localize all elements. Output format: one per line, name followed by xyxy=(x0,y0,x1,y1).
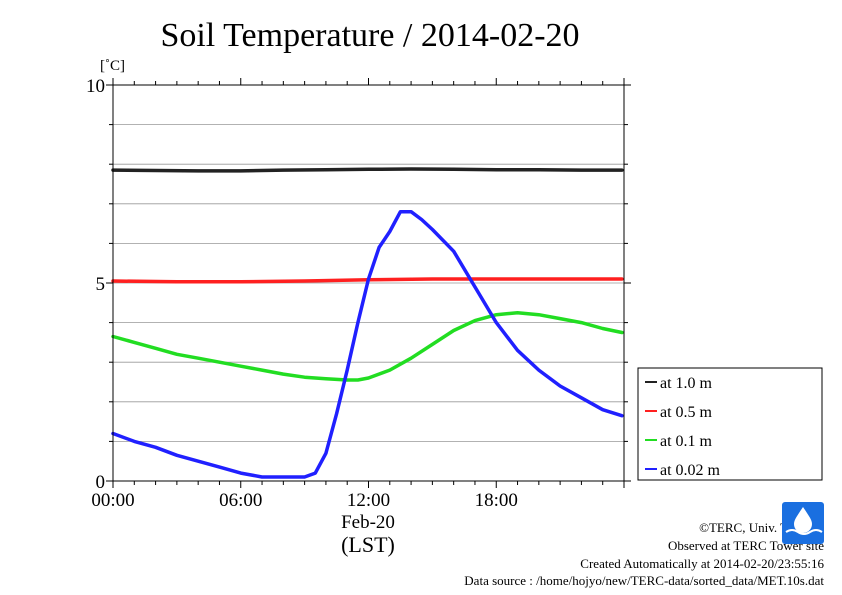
series-line xyxy=(111,209,624,479)
tick-labels: 0 5 10 00:00 06:00 12:00 18:00 xyxy=(86,76,518,511)
legend-label: at 0.02 m xyxy=(660,462,721,479)
series-line xyxy=(111,167,624,173)
legend-box xyxy=(637,367,823,481)
chart-title: Soil Temperature / 2014-02-20 xyxy=(160,17,579,54)
x-tick-label: 00:00 xyxy=(91,490,134,511)
x-tick-label: 06:00 xyxy=(219,490,262,511)
x-axis-date: Feb-20 xyxy=(341,512,395,533)
legend-label: at 0.1 m xyxy=(660,433,713,450)
created-text: Created Automatically at 2014-02-20/23:5… xyxy=(580,556,824,571)
x-axis-timezone: (LST) xyxy=(341,532,395,557)
x-tick-label: 18:00 xyxy=(475,490,518,511)
series-lines xyxy=(111,167,624,479)
y-axis-unit: [˚C] xyxy=(100,58,125,74)
series-line xyxy=(111,310,624,382)
y-tick-label: 0 xyxy=(96,472,106,493)
axis-ticks xyxy=(106,78,631,488)
x-tick-label: 12:00 xyxy=(347,490,390,511)
legend-label: at 1.0 m xyxy=(660,375,713,392)
data-source-text: Data source : /home/hojyo/new/TERC-data/… xyxy=(464,573,824,588)
y-tick-label: 5 xyxy=(96,274,106,295)
legend: at 1.0 m at 0.5 m at 0.1 m at 0.02 m xyxy=(645,375,721,479)
y-tick-label: 10 xyxy=(86,76,105,97)
terc-logo-icon xyxy=(782,502,824,544)
legend-label: at 0.5 m xyxy=(660,404,713,421)
